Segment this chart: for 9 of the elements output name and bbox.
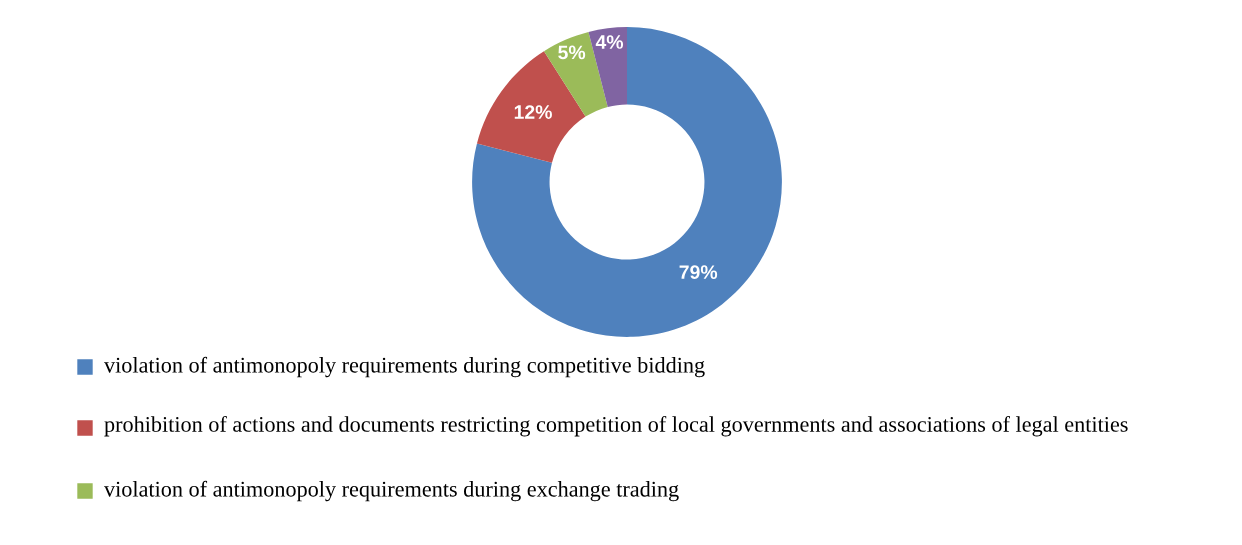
donut-slice: [588, 27, 627, 107]
legend-label: violation of antimonopoly requirements during exchange trading: [104, 480, 679, 502]
legend-label: prohibition of actions and documents restricting competition of local governments and associations of legal entities: [104, 416, 1128, 437]
data-label: 5%: [558, 45, 586, 60]
donut-slice: [472, 27, 782, 337]
data-label: 12%: [514, 105, 552, 119]
data-label: 4%: [595, 35, 624, 49]
data-label: 79%: [679, 265, 718, 280]
legend-label: violation of antimonopoly requirements during competitive bidding: [104, 356, 705, 378]
